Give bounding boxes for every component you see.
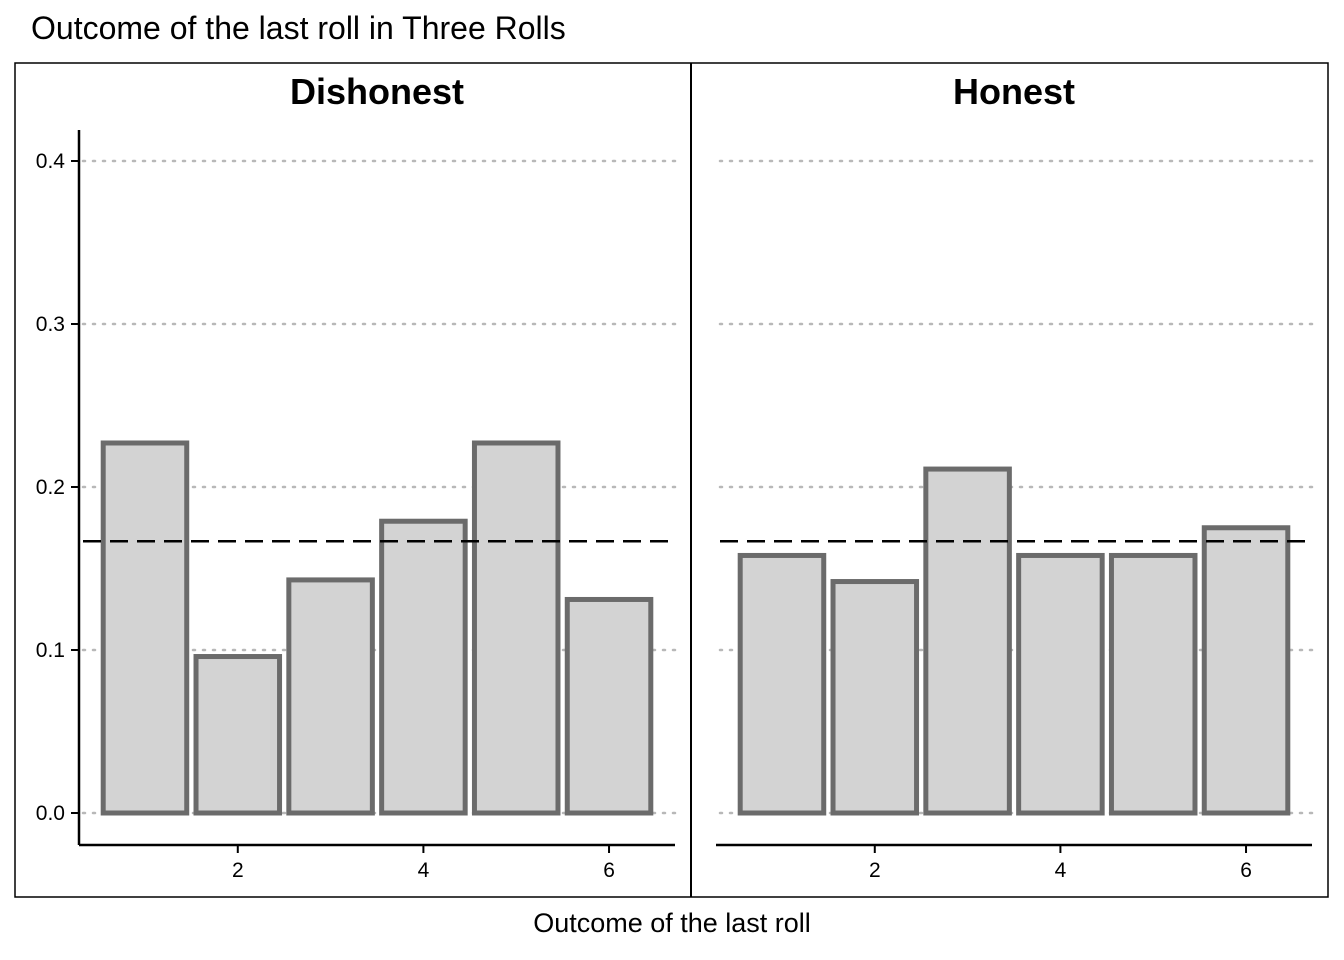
bar-dishonest-4 (379, 518, 468, 816)
bar-honest-5 (1108, 552, 1198, 816)
figure-border (14, 62, 1329, 898)
bar-honest-2 (830, 579, 920, 816)
x-tick-label: 4 (418, 859, 430, 882)
bar-dishonest-2 (193, 654, 283, 816)
bar-honest-4 (1016, 552, 1105, 816)
x-tick-label: 2 (232, 859, 244, 882)
y-tick-label: 0.1 (36, 639, 65, 662)
x-tick-label: 6 (1240, 859, 1252, 882)
facet-panel-dishonest: Dishonest 0.0 0.1 0.2 0.3 0.4 2 4 6 (36, 71, 677, 882)
x-axis-label: Outcome of the last roll (533, 908, 811, 938)
y-tick-label: 0.4 (36, 150, 66, 173)
bar-dishonest-6 (564, 596, 654, 816)
x-tick-label: 4 (1055, 859, 1067, 882)
chart-title: Outcome of the last roll in Three Rolls (31, 10, 566, 46)
bar-honest-3 (923, 466, 1012, 816)
y-tick-label: 0.0 (36, 802, 65, 825)
bar-honest-1 (737, 552, 827, 816)
x-tick-label: 2 (869, 859, 881, 882)
facet-panel-honest: Honest 2 4 6 (716, 71, 1314, 882)
bar-honest-6 (1201, 525, 1291, 816)
facets: Dishonest 0.0 0.1 0.2 0.3 0.4 2 4 6 Honest 2 4 6 (36, 71, 1314, 882)
x-tick-label: 6 (603, 859, 615, 882)
facet-label-dishonest: Dishonest (290, 71, 464, 112)
bar-dishonest-1 (100, 440, 190, 816)
bar-dishonest-3 (286, 577, 375, 816)
y-tick-label: 0.3 (36, 313, 65, 336)
bar-dishonest-5 (471, 440, 561, 816)
facet-label-honest: Honest (953, 71, 1075, 112)
y-tick-label: 0.2 (36, 476, 65, 499)
